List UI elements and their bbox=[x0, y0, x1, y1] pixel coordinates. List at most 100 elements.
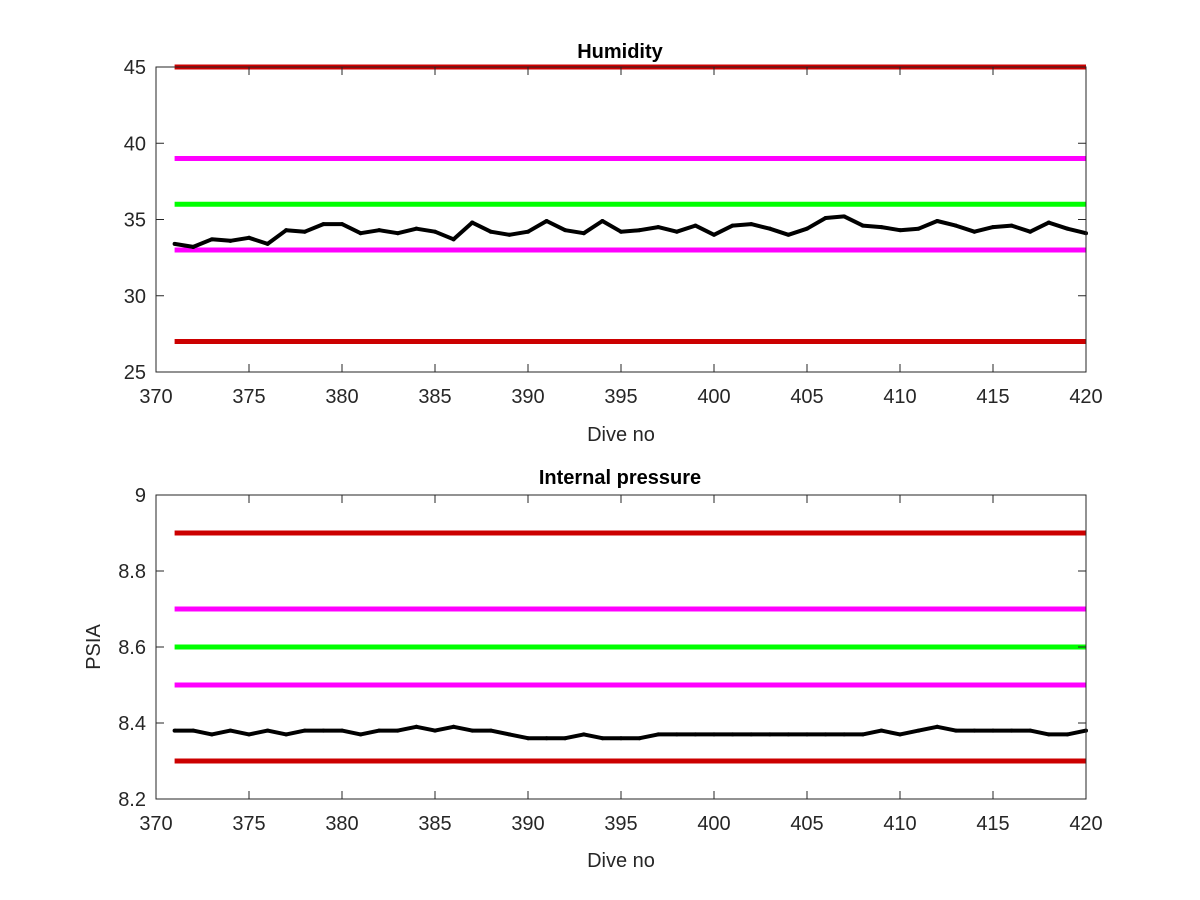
x-tick-label: 405 bbox=[790, 386, 823, 408]
data-point bbox=[991, 728, 995, 733]
data-point bbox=[209, 732, 214, 737]
data-point bbox=[581, 732, 586, 737]
data-point bbox=[693, 732, 698, 737]
data-point bbox=[991, 225, 995, 230]
x-tick-label: 410 bbox=[883, 813, 916, 835]
data-point bbox=[358, 231, 363, 236]
data-point bbox=[879, 225, 884, 230]
y-tick-label: 9 bbox=[135, 485, 146, 507]
data-point bbox=[619, 229, 623, 234]
x-tick-label: 395 bbox=[604, 386, 637, 408]
x-tick-label: 375 bbox=[232, 386, 265, 408]
x-tick-label: 415 bbox=[976, 813, 1009, 835]
x-tick-label: 385 bbox=[418, 386, 451, 408]
data-point bbox=[526, 229, 530, 234]
data-point bbox=[563, 228, 568, 233]
x-tick-label: 380 bbox=[325, 386, 358, 408]
data-point bbox=[1046, 220, 1051, 225]
data-series bbox=[172, 724, 1088, 741]
data-point bbox=[898, 228, 902, 233]
data-point bbox=[507, 232, 512, 237]
data-point bbox=[544, 736, 549, 741]
data-point bbox=[395, 728, 400, 733]
data-point bbox=[191, 728, 196, 733]
data-point bbox=[916, 226, 921, 231]
y-tick-label: 8.4 bbox=[118, 713, 146, 735]
x-tick-label: 420 bbox=[1069, 813, 1102, 835]
data-point bbox=[247, 235, 251, 240]
data-point bbox=[935, 219, 940, 224]
x-axis-label: Dive no bbox=[587, 424, 655, 446]
data-point bbox=[600, 736, 605, 741]
chart-title: Humidity bbox=[577, 41, 663, 63]
data-point bbox=[953, 728, 958, 733]
data-point bbox=[600, 219, 605, 224]
data-point bbox=[674, 229, 679, 234]
chart-title: Internal pressure bbox=[539, 467, 701, 489]
data-point bbox=[284, 228, 289, 233]
data-point bbox=[972, 728, 977, 733]
x-tick-label: 390 bbox=[511, 386, 544, 408]
data-point bbox=[488, 728, 493, 733]
data-point bbox=[674, 732, 679, 737]
x-tick-label: 415 bbox=[976, 386, 1009, 408]
data-point bbox=[377, 228, 382, 233]
data-point bbox=[265, 728, 270, 733]
data-point bbox=[1028, 728, 1033, 733]
data-point bbox=[228, 728, 233, 733]
data-point bbox=[1028, 229, 1033, 234]
data-point bbox=[414, 724, 419, 729]
data-point bbox=[619, 736, 623, 741]
y-tick-label: 35 bbox=[124, 210, 146, 232]
threshold-lines bbox=[174, 530, 1086, 764]
data-point bbox=[749, 732, 754, 737]
data-point bbox=[842, 214, 847, 219]
x-axis: 370 375 380 385 390 395 400 405 410 415 420 bbox=[139, 495, 1103, 835]
data-point bbox=[172, 728, 177, 733]
data-point bbox=[563, 736, 568, 741]
data-point bbox=[340, 728, 344, 733]
data-point bbox=[507, 732, 512, 737]
internal-pressure-chart: Internal pressure 370 375 380 385 390 395 400 4… bbox=[83, 467, 1103, 872]
data-point bbox=[749, 222, 754, 227]
data-point bbox=[414, 226, 419, 231]
data-point bbox=[321, 728, 326, 733]
data-point bbox=[1009, 728, 1014, 733]
plot-area bbox=[155, 66, 1087, 373]
x-axis-label: Dive no bbox=[587, 850, 655, 872]
data-point bbox=[767, 226, 772, 231]
data-point bbox=[823, 732, 828, 737]
y-tick-label: 8.2 bbox=[118, 789, 146, 811]
data-point bbox=[526, 736, 530, 741]
data-point bbox=[321, 222, 326, 227]
y-axis: 8.2 8.4 8.6 8.8 9 bbox=[118, 485, 1086, 811]
x-tick-label: 370 bbox=[139, 386, 172, 408]
data-line bbox=[174, 724, 1087, 741]
data-point bbox=[191, 244, 196, 249]
data-point bbox=[209, 237, 214, 242]
data-point bbox=[786, 732, 791, 737]
data-point bbox=[172, 241, 177, 246]
data-point bbox=[898, 732, 902, 737]
x-tick-label: 375 bbox=[232, 813, 265, 835]
data-point bbox=[972, 229, 977, 234]
data-point bbox=[656, 732, 661, 737]
data-point bbox=[860, 223, 865, 228]
x-tick-label: 420 bbox=[1069, 386, 1102, 408]
data-point bbox=[935, 724, 940, 729]
data-point bbox=[805, 226, 809, 231]
x-tick-label: 410 bbox=[883, 386, 916, 408]
x-tick-label: 385 bbox=[418, 813, 451, 835]
data-point bbox=[1065, 226, 1070, 231]
data-point bbox=[1046, 732, 1051, 737]
data-point bbox=[1009, 223, 1014, 228]
data-point bbox=[712, 732, 716, 737]
y-axis-label: PSIA bbox=[83, 624, 105, 670]
data-point bbox=[730, 223, 735, 228]
data-point bbox=[805, 732, 809, 737]
data-point bbox=[786, 232, 791, 237]
x-tick-label: 380 bbox=[325, 813, 358, 835]
data-point bbox=[860, 732, 865, 737]
data-point bbox=[451, 724, 456, 729]
